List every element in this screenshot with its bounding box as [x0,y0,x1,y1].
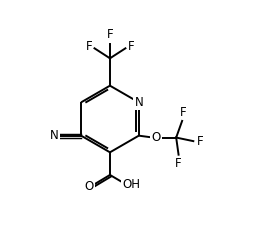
Text: F: F [107,28,113,41]
Text: F: F [180,105,186,119]
Text: O: O [151,131,160,144]
Text: N: N [134,96,143,109]
Text: F: F [128,40,134,53]
Text: F: F [196,135,203,148]
Text: OH: OH [122,178,140,191]
Text: F: F [175,157,182,170]
Text: O: O [84,180,94,193]
Text: F: F [85,40,92,53]
Text: N: N [50,129,59,142]
